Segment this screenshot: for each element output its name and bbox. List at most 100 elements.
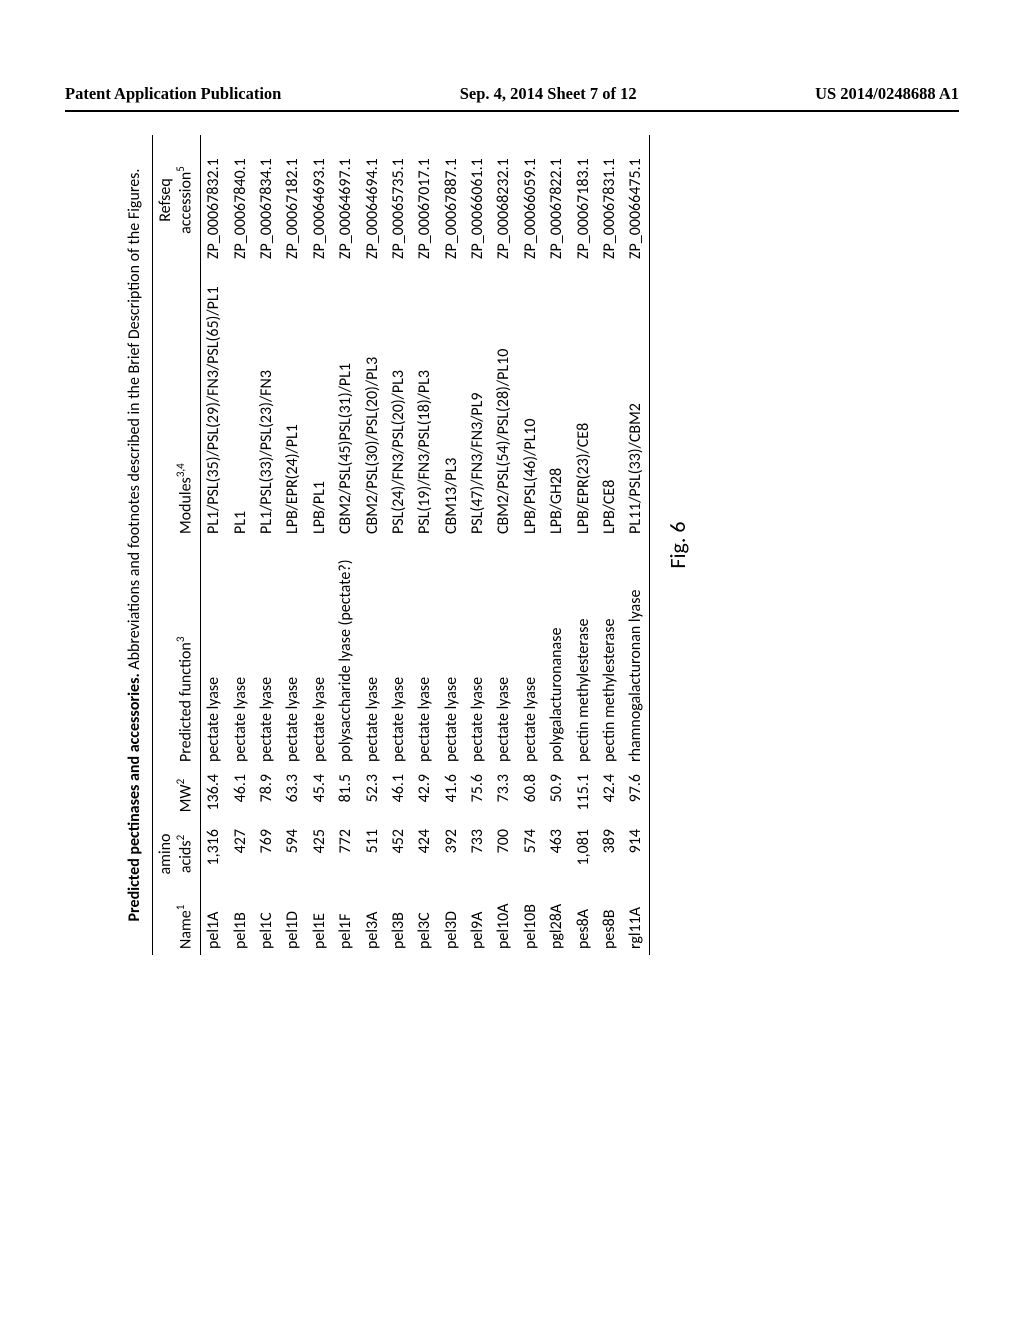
table-row: pel1E42545.4pectate lyaseLPB/PL1ZP_00064… [307,135,333,955]
cell-ref: ZP_00067832.1 [201,135,228,265]
cell-mw: 115.1 [570,768,596,823]
cell-name: pel3B [386,885,412,955]
cell-name: pel1E [307,885,333,955]
cell-func: pectate lyase [518,540,544,768]
col-header-name-text: Name [177,910,196,949]
cell-func: pectate lyase [307,540,333,768]
table-header-row: Name1 amino acids2 MW2 Predicted functio… [153,135,201,955]
cell-ref: ZP_00067840.1 [227,135,253,265]
col-header-ref-sup: 5 [174,166,187,172]
cell-mw: 41.6 [438,768,464,823]
cell-ref: ZP_00067831.1 [597,135,623,265]
col-header-func: Predicted function3 [153,540,201,768]
header-center: Sep. 4, 2014 Sheet 7 of 12 [460,84,637,104]
cell-aa: 389 [597,823,623,885]
cell-name: pel10B [518,885,544,955]
cell-aa: 1,316 [201,823,228,885]
cell-aa: 392 [438,823,464,885]
cell-aa: 1,081 [570,823,596,885]
table-body: pel1A1,316136.4pectate lyasePL1/PSL(35)/… [201,135,650,955]
cell-mw: 78.9 [254,768,280,823]
table-title-bold: Predicted pectinases and accessories. [125,673,144,921]
cell-mod: CBM13/PL3 [438,265,464,540]
table-row: pel3D39241.6pectate lyaseCBM13/PL3ZP_000… [438,135,464,955]
table-title: Predicted pectinases and accessories. Ab… [125,135,144,955]
table-row: pel1B42746.1pectate lyasePL1ZP_00067840.… [227,135,253,955]
cell-aa: 594 [280,823,306,885]
table-row: pes8A1,081115.1pectin methylesteraseLPB/… [570,135,596,955]
cell-mod: PL1 [227,265,253,540]
cell-func: pectate lyase [412,540,438,768]
table-row: pel3C42442.9pectate lyasePSL(19)/FN3/PSL… [412,135,438,955]
cell-aa: 733 [465,823,491,885]
cell-mod: LPB/GH28 [544,265,570,540]
cell-func: pectate lyase [386,540,412,768]
cell-ref: ZP_00066061.1 [465,135,491,265]
cell-ref: ZP_00066475.1 [623,135,650,265]
cell-mod: LPB/PL1 [307,265,333,540]
cell-mw: 73.3 [491,768,517,823]
col-header-aa: amino acids2 [153,823,201,885]
cell-mw: 63.3 [280,768,306,823]
cell-func: pectin methylesterase [570,540,596,768]
table-row: pes8B38942.4pectin methylesteraseLPB/CE8… [597,135,623,955]
table-row: pel3B45246.1pectate lyasePSL(24)/FN3/PSL… [386,135,412,955]
cell-func: polysaccharide lyase (pectate?) [333,540,359,768]
table-row: rgl11A91497.6rhamnogalacturonan lyasePL1… [623,135,650,955]
col-header-mw-text: MW [177,784,196,812]
cell-name: pel3D [438,885,464,955]
col-header-aa-sup: 2 [174,835,187,841]
cell-name: pel1B [227,885,253,955]
cell-aa: 424 [412,823,438,885]
cell-func: pectate lyase [491,540,517,768]
cell-func: pectate lyase [254,540,280,768]
cell-aa: 511 [359,823,385,885]
cell-name: pgl28A [544,885,570,955]
cell-func: pectate lyase [438,540,464,768]
cell-ref: ZP_00067182.1 [280,135,306,265]
cell-ref: ZP_00065735.1 [386,135,412,265]
cell-mod: LPB/EPR(23)/CE8 [570,265,596,540]
pectinase-table: Name1 amino acids2 MW2 Predicted functio… [152,135,650,955]
cell-aa: 427 [227,823,253,885]
cell-aa: 769 [254,823,280,885]
col-header-func-sup: 3 [174,637,187,643]
col-header-ref: Refseq accession5 [153,135,201,265]
cell-ref: ZP_00064697.1 [333,135,359,265]
cell-name: pel3C [412,885,438,955]
col-header-mw-sup: 2 [174,779,187,785]
cell-func: polygalacturonanase [544,540,570,768]
cell-mw: 81.5 [333,768,359,823]
col-header-mod-sup: 3,4 [174,463,187,477]
cell-aa: 574 [518,823,544,885]
cell-aa: 914 [623,823,650,885]
cell-mod: LPB/EPR(24)/PL1 [280,265,306,540]
col-header-name: Name1 [153,885,201,955]
col-header-mw: MW2 [153,768,201,823]
cell-mod: PL1/PSL(35)/PSL(29)/FN3/PSL(65)/PL1 [201,265,228,540]
cell-func: pectate lyase [280,540,306,768]
table-row: pel9A73375.6pectate lyasePSL(47)/FN3/FN3… [465,135,491,955]
cell-mod: PSL(47)/FN3/FN3/PL9 [465,265,491,540]
cell-name: pel10A [491,885,517,955]
cell-mw: 52.3 [359,768,385,823]
cell-mod: PL1/PSL(33)/PSL(23)/FN3 [254,265,280,540]
cell-func: pectate lyase [359,540,385,768]
cell-name: pel1F [333,885,359,955]
cell-mw: 75.6 [465,768,491,823]
cell-mod: CBM2/PSL(30)/PSL(20)/PL3 [359,265,385,540]
figure-caption: Fig. 6 [664,135,691,955]
col-header-mod-text: Modules [177,477,196,534]
cell-name: rgl11A [623,885,650,955]
cell-name: pel9A [465,885,491,955]
cell-ref: ZP_00067183.1 [570,135,596,265]
cell-mod: LPB/CE8 [597,265,623,540]
cell-ref: ZP_00067017.1 [412,135,438,265]
cell-ref: ZP_00064693.1 [307,135,333,265]
table-row: pel1C76978.9pectate lyasePL1/PSL(33)/PSL… [254,135,280,955]
cell-ref: ZP_00068232.1 [491,135,517,265]
cell-mod: PSL(19)/FN3/PSL(18)/PL3 [412,265,438,540]
cell-ref: ZP_00066059.1 [518,135,544,265]
cell-mod: PL11/PSL(33)/CBM2 [623,265,650,540]
cell-ref: ZP_00064694.1 [359,135,385,265]
